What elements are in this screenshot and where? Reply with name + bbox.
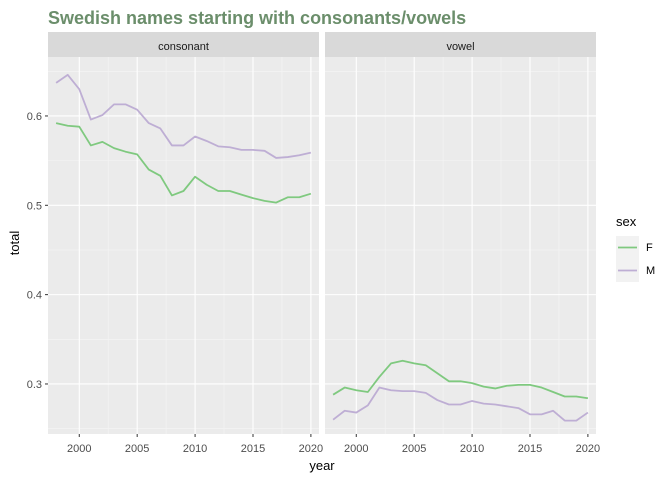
legend-label-F: F: [646, 242, 653, 254]
panel-background: [325, 57, 596, 434]
y-tick-label: 0.5: [27, 200, 42, 212]
series-line-F-vowel: [332, 359, 589, 400]
y-tick-label: 0.3: [27, 379, 42, 391]
facet-strip-label: vowel: [446, 41, 474, 53]
x-tick-label: 2005: [402, 443, 426, 455]
facet-strip: [48, 32, 319, 57]
panel-vowel: vowel: [325, 32, 596, 434]
x-axis: 2000 2005 2010 2015 2020 2000 2005 2010 2015 2020: [67, 434, 600, 455]
x-tick-label: 2010: [460, 443, 484, 455]
legend-title: sex: [616, 214, 637, 229]
facet-strip-label: consonant: [158, 41, 209, 53]
x-tick-label: 2015: [241, 443, 265, 455]
legend: sex FM: [616, 214, 655, 282]
panel-consonant: consonant: [48, 32, 319, 434]
x-tick-label: 2010: [183, 443, 207, 455]
x-tick-label: 2015: [518, 443, 542, 455]
facet-strip: [325, 32, 596, 57]
series-line-M-vowel: [332, 386, 589, 422]
y-axis: 0.3 0.4 0.5 0.6: [27, 111, 48, 391]
panel-background: [48, 57, 319, 434]
x-tick-label: 2005: [125, 443, 149, 455]
y-tick-label: 0.6: [27, 111, 42, 123]
chart-title: Swedish names starting with consonants/v…: [48, 8, 466, 28]
y-axis-title: total: [7, 231, 22, 256]
y-tick-label: 0.4: [27, 290, 42, 302]
series-line-F-consonant: [55, 122, 312, 204]
facet-panels: consonant vowel: [48, 32, 596, 434]
x-axis-title: year: [309, 458, 335, 473]
x-tick-label: 2000: [344, 443, 368, 455]
legend-label-M: M: [646, 265, 655, 277]
series-line-M-consonant: [55, 73, 312, 159]
x-tick-label: 2020: [576, 443, 600, 455]
x-tick-label: 2020: [299, 443, 323, 455]
x-tick-label: 2000: [67, 443, 91, 455]
